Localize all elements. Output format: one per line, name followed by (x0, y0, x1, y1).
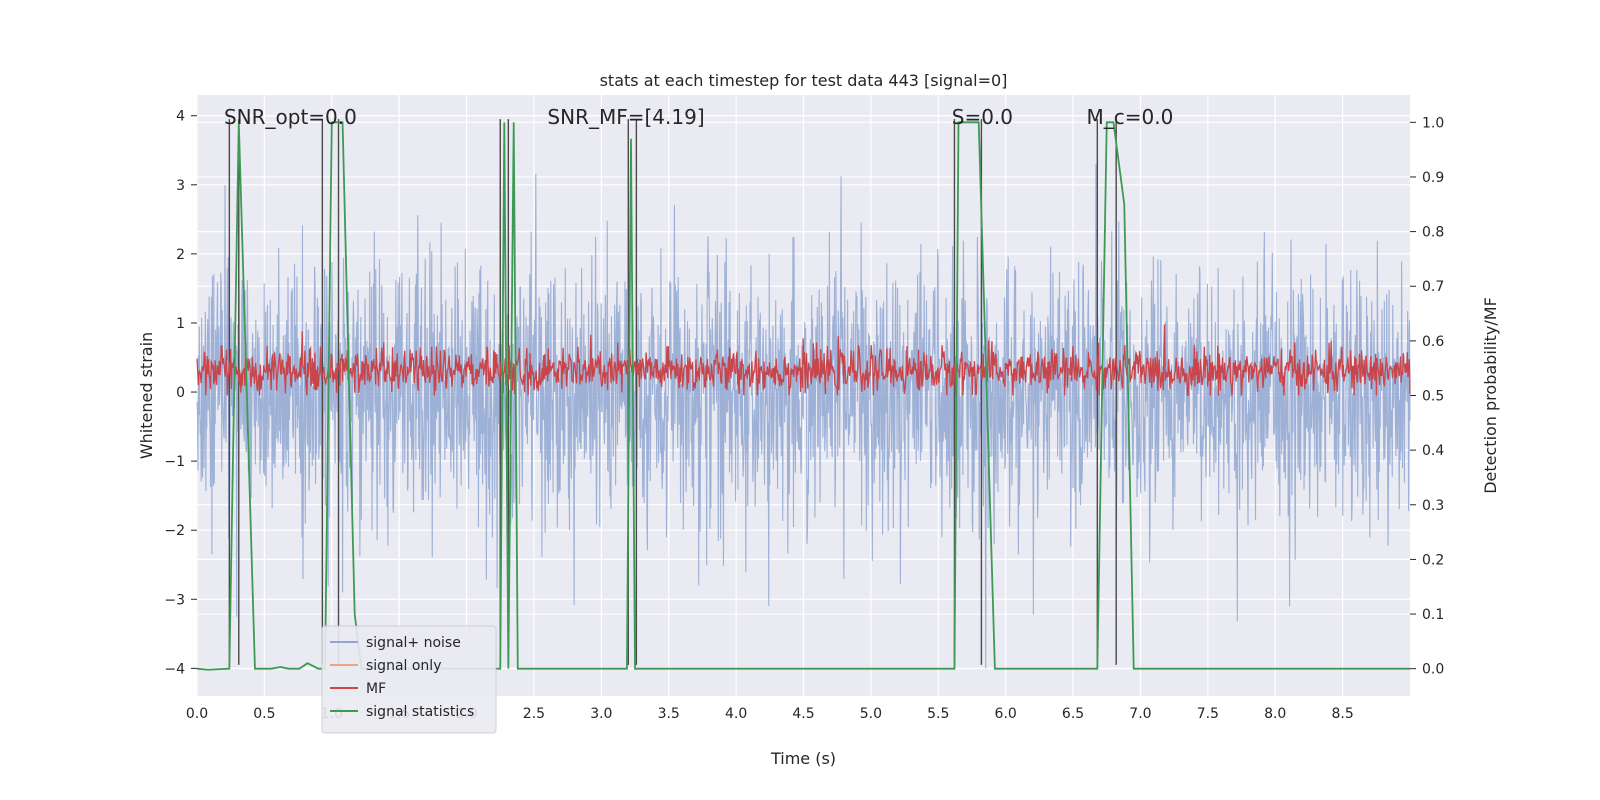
y-axis-right: 0.0 0.1 0.2 0.3 0.4 0.5 0.6 0.7 0.8 0.9 1.0 (1410, 115, 1444, 678)
y-tick-label: 4 (176, 109, 185, 125)
legend: signal+ noise signal only MF signal statist… (321, 625, 497, 734)
series-mf (196, 324, 1411, 397)
chart-title: stats at each timestep for test data 443… (600, 71, 1008, 90)
legend-label: MF (366, 681, 386, 697)
annotation: S=0.0 (952, 105, 1013, 129)
y-axis-right-label: Detection probability/MF (1481, 297, 1500, 494)
x-tick-label: 5.0 (860, 706, 882, 722)
legend-label: signal+ noise (366, 635, 461, 651)
x-tick-label: 2.5 (523, 706, 545, 722)
y-right-tick-label: 0.2 (1422, 552, 1444, 568)
x-tick-label: 7.0 (1129, 706, 1151, 722)
legend-label: signal only (366, 658, 441, 674)
y-right-tick-label: 0.1 (1422, 607, 1444, 623)
annotation: SNR_opt=0.0 (224, 105, 357, 129)
annotation: SNR_MF=[4.19] (547, 105, 704, 129)
y-tick-label: −2 (164, 523, 185, 539)
x-tick-label: 8.0 (1264, 706, 1286, 722)
x-tick-label: 8.5 (1331, 706, 1353, 722)
y-right-tick-label: 0.5 (1422, 389, 1444, 405)
x-tick-label: 0.5 (253, 706, 275, 722)
mf-line (196, 324, 1411, 397)
x-tick-label: 6.5 (1062, 706, 1084, 722)
y-tick-label: 2 (176, 247, 185, 263)
annotation: M_c=0.0 (1087, 105, 1174, 129)
annotations: SNR_opt=0.0 SNR_MF=[4.19] S=0.0 M_c=0.0 (224, 105, 1173, 129)
x-tick-label: 4.0 (725, 706, 747, 722)
signal-noise-line (196, 164, 1411, 669)
x-tick-label: 0.0 (186, 706, 208, 722)
series-signal-statistics (196, 121, 1410, 671)
y-tick-label: −1 (164, 454, 185, 470)
x-axis-label: Time (s) (770, 749, 836, 768)
series-signal-noise (196, 164, 1411, 669)
y-tick-label: 0 (176, 385, 185, 401)
x-tick-label: 4.5 (792, 706, 814, 722)
x-tick-label: 7.5 (1197, 706, 1219, 722)
y-axis-left: −4 −3 −2 −1 0 1 2 3 4 (164, 109, 197, 677)
y-right-tick-label: 0.9 (1422, 170, 1444, 186)
y-right-tick-label: 0.7 (1422, 279, 1444, 295)
legend-label: signal statistics (366, 704, 474, 720)
y-axis-label: Whitened strain (137, 332, 156, 459)
y-right-tick-label: 0.8 (1422, 225, 1444, 241)
y-right-tick-label: 0.6 (1422, 334, 1444, 350)
y-right-tick-label: 0.4 (1422, 443, 1444, 459)
y-tick-label: −3 (164, 592, 185, 608)
signal-statistics-line (196, 121, 1410, 671)
legend-box (321, 625, 497, 734)
x-tick-label: 6.0 (995, 706, 1017, 722)
x-tick-label: 3.0 (590, 706, 612, 722)
y-right-tick-label: 0.0 (1422, 662, 1444, 678)
x-tick-label: 5.5 (927, 706, 949, 722)
y-right-tick-label: 0.3 (1422, 498, 1444, 514)
y-tick-label: 1 (176, 316, 185, 332)
y-right-tick-label: 1.0 (1422, 115, 1444, 131)
y-tick-label: 3 (176, 178, 185, 194)
x-tick-label: 3.5 (658, 706, 680, 722)
y-tick-label: −4 (164, 661, 185, 677)
